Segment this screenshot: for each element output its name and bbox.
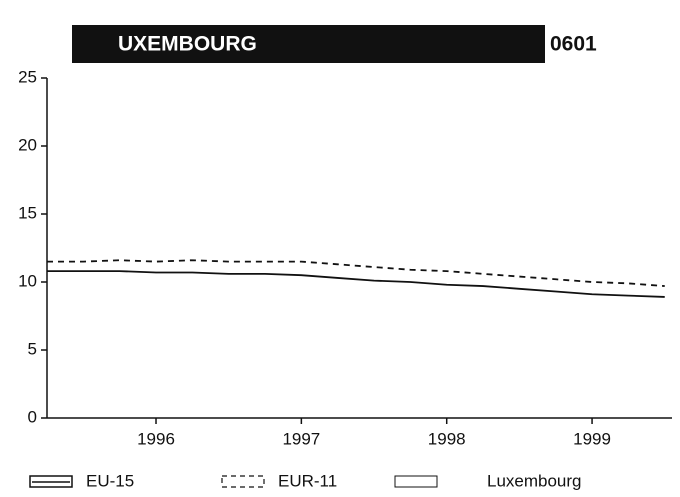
series-line [47, 270, 665, 298]
chart-title: UXEMBOURG [118, 33, 257, 56]
code-box [545, 22, 615, 66]
legend-swatch [394, 475, 438, 488]
y-tick-label: 15 [18, 203, 37, 222]
legend-label: EUR-11 [278, 471, 337, 490]
legend-label: EU-15 [86, 471, 134, 490]
x-tick-label: 1998 [428, 429, 466, 448]
legend-label: Luxembourg [487, 471, 582, 490]
legend-swatch [221, 475, 265, 488]
x-tick-label: 1996 [137, 429, 175, 448]
y-tick-label: 25 [18, 67, 37, 86]
y-tick-label: 10 [18, 271, 37, 290]
legend-swatch [29, 475, 73, 488]
title-bar [72, 25, 552, 63]
annotation: 0601 [550, 33, 597, 56]
x-tick-label: 1999 [573, 429, 611, 448]
y-tick-label: 20 [18, 135, 37, 154]
series-line [47, 259, 665, 287]
x-tick-label: 1997 [282, 429, 320, 448]
y-tick-label: 0 [28, 407, 37, 426]
y-tick-label: 5 [28, 339, 37, 358]
